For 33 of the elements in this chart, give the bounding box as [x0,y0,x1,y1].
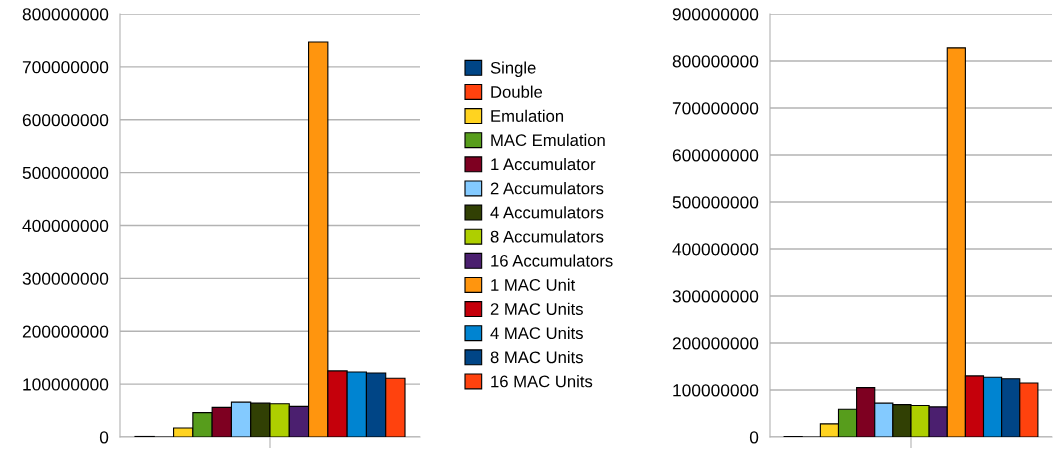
y-tick-label: 200000000 [22,325,109,338]
legend-label: 16 MAC Units [491,375,593,388]
y-tick-label: 100000000 [23,378,109,391]
legend-label: 1 Accumulator [491,157,596,171]
legend-label: 8 Accumulators [490,230,604,243]
legend-label: 4 Accumulators [490,206,604,219]
y-tick-label: 200000000 [672,337,759,350]
y-tick-label: 100000000 [673,384,759,397]
legend-label: 16 Accumulators [491,254,613,267]
legend-label: MAC Emulation [491,133,605,147]
legend-label: Single [490,61,536,77]
y-tick-label: 400000000 [672,243,759,256]
y-tick-label: 0 [749,431,759,444]
legend-label: 8 MAC Units [490,350,583,364]
legend-label: 2 MAC Units [490,302,583,315]
y-tick-label: 800000000 [672,55,759,68]
legend-label: 1 MAC Unit [491,278,576,291]
y-tick-label: 900000000 [672,8,759,21]
legend-label: Double [491,85,543,98]
y-tick-label: 0 [99,431,109,444]
legend-label: 2 Accumulators [490,182,604,195]
legend-label: Emulation [491,109,564,122]
y-tick-label: 600000000 [22,113,109,127]
y-tick-label: 800000000 [22,8,109,21]
y-tick-label: 500000000 [22,166,109,180]
y-tick-label: 600000000 [672,149,759,162]
y-tick-label: 700000000 [672,102,759,115]
y-tick-label: 300000000 [22,272,109,285]
y-tick-label: 500000000 [672,196,759,209]
y-tick-label: 700000000 [22,61,109,74]
y-tick-label: 300000000 [672,290,759,303]
legend-label: 4 MAC Units [490,326,583,340]
y-tick-label: 400000000 [22,219,109,232]
